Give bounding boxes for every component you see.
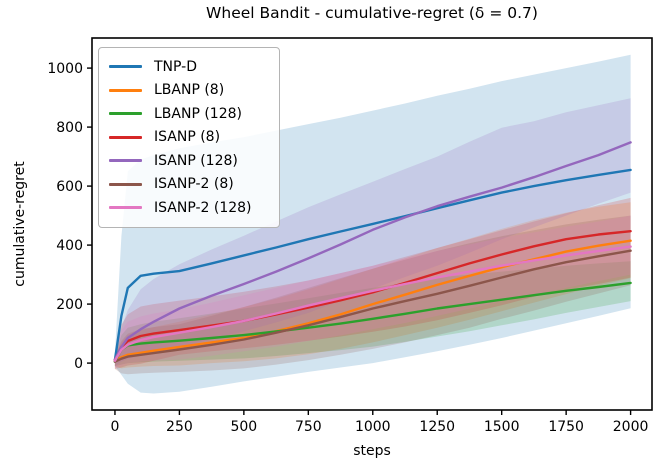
legend-line-swatch xyxy=(109,88,142,92)
x-tick-label: 750 xyxy=(295,419,322,435)
axes-spines xyxy=(91,37,653,411)
legend-item: LBANP (8) xyxy=(109,79,269,103)
legend-line-swatch xyxy=(109,112,142,116)
series-line xyxy=(113,141,632,361)
x-tick-label: 2000 xyxy=(613,419,649,435)
x-tick-label: 1250 xyxy=(419,419,455,435)
series-line xyxy=(113,245,632,362)
legend-item: ISANP-2 (8) xyxy=(109,173,269,197)
legend-line-swatch xyxy=(109,206,142,210)
legend-item: ISANP (128) xyxy=(109,149,269,173)
y-tick-label: 600 xyxy=(56,179,83,195)
y-tick-label: 800 xyxy=(56,120,83,136)
series-line xyxy=(113,230,632,361)
x-tick-label: 1000 xyxy=(355,419,391,435)
legend-label: TNP-D xyxy=(154,58,197,75)
x-tick-label: 1500 xyxy=(484,419,520,435)
x-tick-label: 0 xyxy=(110,419,119,435)
chart-title: Wheel Bandit - cumulative-regret (δ = 0.… xyxy=(206,4,538,22)
y-tick-label: 200 xyxy=(56,297,83,313)
legend-line-swatch xyxy=(109,182,142,186)
legend-item: ISANP (8) xyxy=(109,126,269,150)
legend-label: ISANP (128) xyxy=(154,152,238,169)
series-line xyxy=(113,249,632,363)
legend-item: ISANP-2 (128) xyxy=(109,196,269,220)
confidence-band xyxy=(114,98,631,366)
legend-line-swatch xyxy=(109,159,142,163)
legend-line-swatch xyxy=(109,135,142,139)
confidence-band xyxy=(114,202,631,369)
legend-label: LBANP (8) xyxy=(154,82,225,99)
legend-item: LBANP (128) xyxy=(109,102,269,126)
legend-label: ISANP-2 (128) xyxy=(154,199,252,216)
legend-label: LBANP (128) xyxy=(154,105,242,122)
series-line xyxy=(113,168,632,362)
y-tick-label: 1000 xyxy=(47,61,83,77)
legend-line-swatch xyxy=(109,65,142,69)
legend-label: ISANP (8) xyxy=(154,129,221,146)
x-tick-label: 1750 xyxy=(548,419,584,435)
legend: TNP-D LBANP (8) LBANP (128) ISANP (8) ISANP … xyxy=(98,47,280,228)
confidence-band xyxy=(114,197,631,369)
x-tick-label: 500 xyxy=(230,419,257,435)
x-tick-label: 250 xyxy=(166,419,193,435)
y-axis-label: cumulative-regret xyxy=(12,161,28,287)
x-axis-label: steps xyxy=(353,443,391,459)
legend-item: TNP-D xyxy=(109,55,269,79)
legend-label: ISANP-2 (8) xyxy=(154,176,234,193)
y-tick-label: 0 xyxy=(74,356,83,372)
y-tick-label: 400 xyxy=(56,238,83,254)
series-line xyxy=(113,281,632,363)
